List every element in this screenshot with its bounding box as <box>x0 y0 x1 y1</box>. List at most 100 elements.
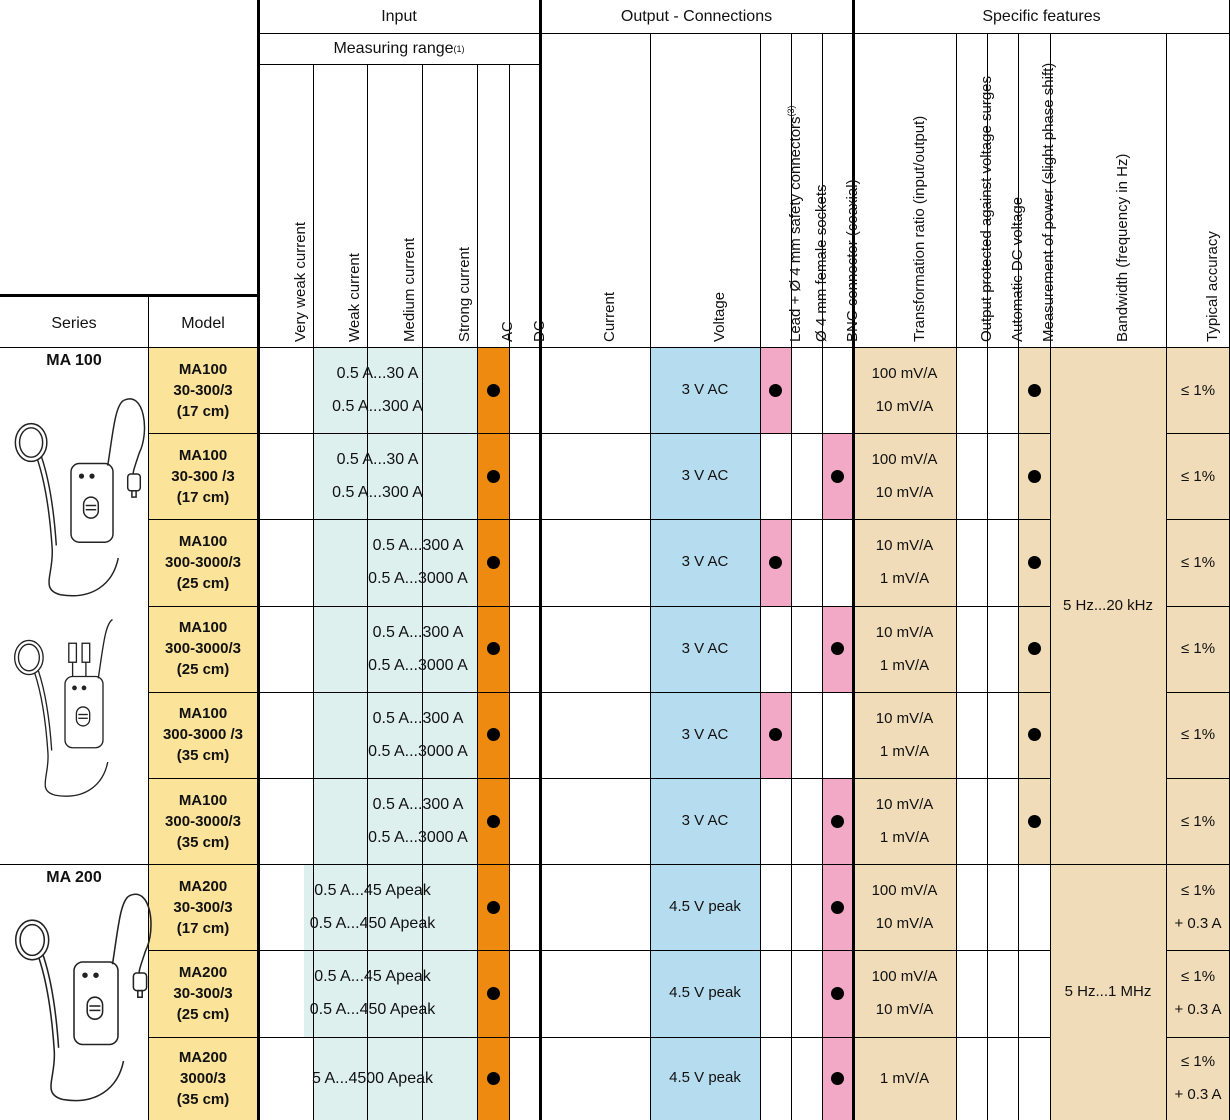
power-measurement-dot <box>1027 728 1041 742</box>
measuring-range-value-line: 0.5 A...3000 A <box>368 742 468 760</box>
current-header-label: Current <box>601 291 618 342</box>
column-divider <box>987 33 988 1120</box>
bnc-connector-dot <box>831 987 844 1000</box>
strong-current-header-label: Strong current <box>455 246 473 342</box>
accuracy-cell <box>1166 864 1230 951</box>
model-name-line: (35 cm) <box>176 1090 230 1108</box>
transformation-ratio-value: 100 mV/A 10 mV/A <box>853 347 956 433</box>
measuring-range-value-line: 0.5 A...3000 A <box>368 656 468 674</box>
model-name: MA100 30-300 /3 (17 cm) <box>148 433 258 519</box>
measuring-range-value-line: 0.5 A...300 A <box>372 796 464 814</box>
transformation-ratio-value-line: 1 mV/A <box>879 570 930 588</box>
probe-illustration-ma100-bnc <box>14 398 146 597</box>
column-divider <box>367 64 368 1120</box>
column-divider <box>791 33 792 1120</box>
ac-indicator-dot <box>486 642 500 656</box>
measuring-range-value: 0.5 A...300 A 0.5 A...3000 A <box>347 606 489 692</box>
voltage-cell <box>650 1036 760 1120</box>
ratio-cell <box>853 519 956 606</box>
bnc-connector-dot <box>831 900 844 914</box>
measuring-range-value: 0.5 A...45 Apeak 0.5 A...450 Apeak <box>288 864 457 950</box>
voltage-cell <box>650 864 760 951</box>
features-group-header: Specific features <box>982 7 1101 25</box>
column-divider <box>1050 33 1051 1120</box>
probe-illustration-ma100-sockets <box>13 618 113 797</box>
accuracy-value: ≤ 1% <box>1166 347 1230 433</box>
transformation-ratio-value: 10 mV/A 1 mV/A <box>853 606 956 692</box>
bnc-connector-dot <box>831 642 844 656</box>
column-divider <box>822 33 823 1120</box>
measuring-range-cell <box>313 519 477 606</box>
row-divider <box>148 1037 1050 1038</box>
column-divider <box>1166 33 1167 1120</box>
column-divider <box>313 64 314 1120</box>
female-sockets-header: Ø 4 mm female sockets <box>791 0 830 342</box>
transformation-ratio-value-line: 1 mV/A <box>879 742 930 760</box>
column-divider <box>1018 33 1019 1120</box>
transformation-ratio-value-line: 1 mV/A <box>879 829 930 847</box>
header-divider <box>258 33 1230 34</box>
header-divider <box>258 64 540 65</box>
accuracy-value-line: ≤ 1% <box>1180 381 1216 399</box>
voltage-value: 3 V AC <box>681 553 729 571</box>
voltage-value: 4.5 V peak <box>669 1069 741 1087</box>
ac-header: AC <box>477 0 516 342</box>
model-name-line: MA100 <box>178 619 228 637</box>
model-name: MA200 3000/3 (35 cm) <box>148 1037 258 1120</box>
bnc-connector-dot <box>831 1071 844 1085</box>
model-cell <box>148 433 258 520</box>
accuracy-value-line: ≤ 1% <box>1180 553 1216 571</box>
dc-header: DC <box>509 0 548 342</box>
series-name-ma100: MA 100 <box>46 352 102 369</box>
model-cell <box>148 864 258 951</box>
measuring-range-value-line: 0.5 A...30 A <box>336 365 419 383</box>
measuring-range-value-line: 0.5 A...300 A <box>332 398 423 416</box>
model-name-line: MA200 <box>178 1048 228 1066</box>
power-measurement-dot <box>1027 814 1041 828</box>
model-name-line: 300-3000/3 <box>165 812 241 830</box>
output-protected-header: Output protected against voltage surges <box>956 0 995 342</box>
accuracy-value: ≤ 1% + 0.3 A <box>1166 1037 1230 1120</box>
measuring-range-footnote: (1) <box>453 43 465 54</box>
series-name-ma200: MA 200 <box>46 869 102 887</box>
model-name-line: MA100 <box>178 360 228 378</box>
measuring-range-value-line: 0.5 A...300 A <box>372 623 464 641</box>
accuracy-value: ≤ 1% <box>1166 433 1230 519</box>
accuracy-value-line: ≤ 1% <box>1180 812 1216 830</box>
thick-divider <box>539 0 542 1120</box>
accuracy-value: ≤ 1% + 0.3 A <box>1166 950 1230 1036</box>
accuracy-cell <box>1166 1036 1230 1120</box>
voltage-value: 3 V AC <box>681 812 729 830</box>
model-name: MA100 300-3000/3 (25 cm) <box>148 519 258 605</box>
probe-illustration-ma200 <box>14 893 152 1102</box>
power-measurement-dot <box>1027 469 1041 483</box>
accuracy-value-line: ≤ 1% <box>1180 640 1216 658</box>
accuracy-value: ≤ 1% + 0.3 A <box>1166 864 1230 950</box>
ratio-cell <box>853 1036 956 1120</box>
transformation-ratio-value: 10 mV/A 1 mV/A <box>853 692 956 778</box>
model-name-line: 30-300/3 <box>173 898 233 916</box>
weak-current-header-label: Weak current <box>346 253 363 342</box>
series-column-header: Series <box>51 314 97 332</box>
accuracy-cell <box>1166 691 1230 778</box>
measuring-range-value: 0.5 A...300 A 0.5 A...3000 A <box>347 778 489 864</box>
accuracy-value-line: + 0.3 A <box>1174 915 1222 933</box>
ratio-cell <box>853 691 956 778</box>
model-cell <box>148 347 258 434</box>
transformation-ratio-value-line: 10 mV/A <box>875 796 934 814</box>
transformation-ratio-value-line: 10 mV/A <box>875 484 934 502</box>
measuring-range-cell <box>313 691 477 778</box>
model-name: MA100 30-300/3 (17 cm) <box>148 347 258 433</box>
transformation-ratio-value: 100 mV/A 10 mV/A <box>853 864 956 950</box>
accuracy-cell <box>1166 778 1230 865</box>
thick-divider <box>0 294 258 297</box>
row-divider <box>1166 950 1230 951</box>
lead-connector-dot <box>769 556 782 569</box>
measuring-range-header: Measuring range (1) <box>258 33 540 64</box>
model-name-line: 300-3000/3 <box>165 553 241 571</box>
medium-current-header-label: Medium current <box>400 237 418 342</box>
ac-indicator-dot <box>486 987 500 1000</box>
model-name-line: 30-300/3 <box>173 984 233 1002</box>
power-measurement-dot <box>1027 556 1041 569</box>
voltage-header: Voltage <box>650 0 760 342</box>
